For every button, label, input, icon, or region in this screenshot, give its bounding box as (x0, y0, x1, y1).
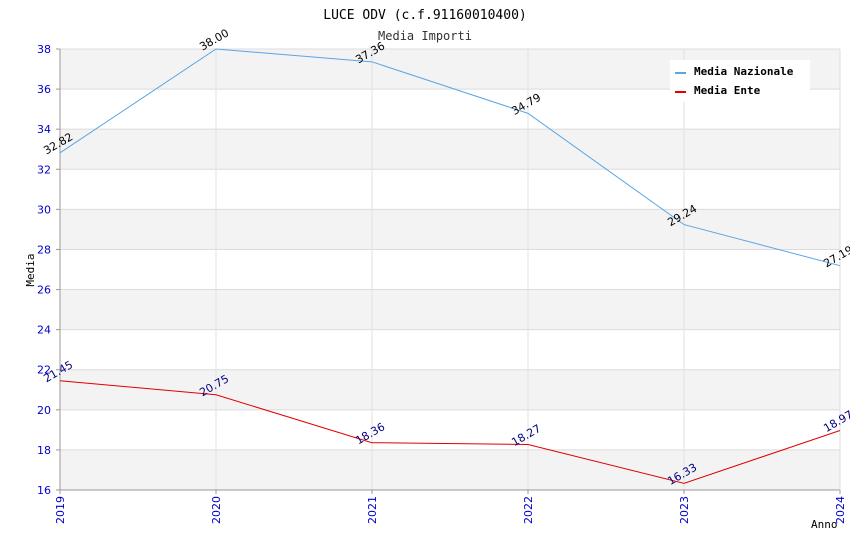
y-tick-label: 32 (37, 163, 51, 176)
x-axis-ticks: 2019 2020 2021 2022 2023 2024 (54, 490, 847, 524)
legend-box (670, 60, 810, 102)
x-tick-label: 2020 (210, 496, 223, 524)
x-tick-label: 2023 (678, 496, 691, 524)
legend: Media Nazionale Media Ente (670, 60, 810, 102)
legend-label-media-nazionale: Media Nazionale (694, 65, 794, 78)
y-tick-label: 30 (37, 203, 51, 216)
gridlines (59, 48, 841, 491)
y-tick-label: 34 (37, 123, 51, 136)
grid-band (60, 209, 840, 250)
y-tick-label: 18 (37, 444, 51, 457)
grid-band (60, 289, 840, 330)
y-tick-label: 24 (37, 324, 51, 337)
chart-subtitle: Media Importi (378, 29, 472, 43)
chart-title: LUCE ODV (c.f.91160010400) (323, 8, 527, 23)
x-axis-label: Anno (811, 518, 838, 531)
x-tick-label: 2019 (54, 496, 67, 524)
y-tick-label: 26 (37, 284, 51, 297)
y-tick-label: 22 (37, 364, 51, 377)
y-axis-label: Media (24, 253, 37, 286)
grid-bands (60, 49, 840, 490)
y-tick-label: 28 (37, 243, 51, 256)
series-line-media-ente (59, 380, 841, 484)
x-tick-label: 2022 (522, 496, 535, 524)
series-line-media-nazionale (59, 48, 841, 267)
series-group (59, 48, 841, 484)
y-axis-ticks: 16 18 20 22 24 26 28 30 32 34 36 38 (37, 43, 60, 497)
data-label-media-nazionale: 34.79 (509, 91, 543, 118)
y-tick-label: 38 (37, 43, 51, 56)
grid-band (60, 449, 840, 490)
x-tick-label: 2024 (834, 496, 847, 524)
grid-band (60, 369, 840, 410)
x-tick-label: 2021 (366, 496, 379, 524)
grid-band (60, 129, 840, 170)
y-tick-label: 16 (37, 484, 51, 497)
data-label-media-ente: 18.97 (821, 408, 850, 435)
y-tick-label: 20 (37, 404, 51, 417)
legend-label-media-ente: Media Ente (694, 84, 761, 97)
axes (59, 49, 841, 491)
y-tick-label: 36 (37, 83, 51, 96)
